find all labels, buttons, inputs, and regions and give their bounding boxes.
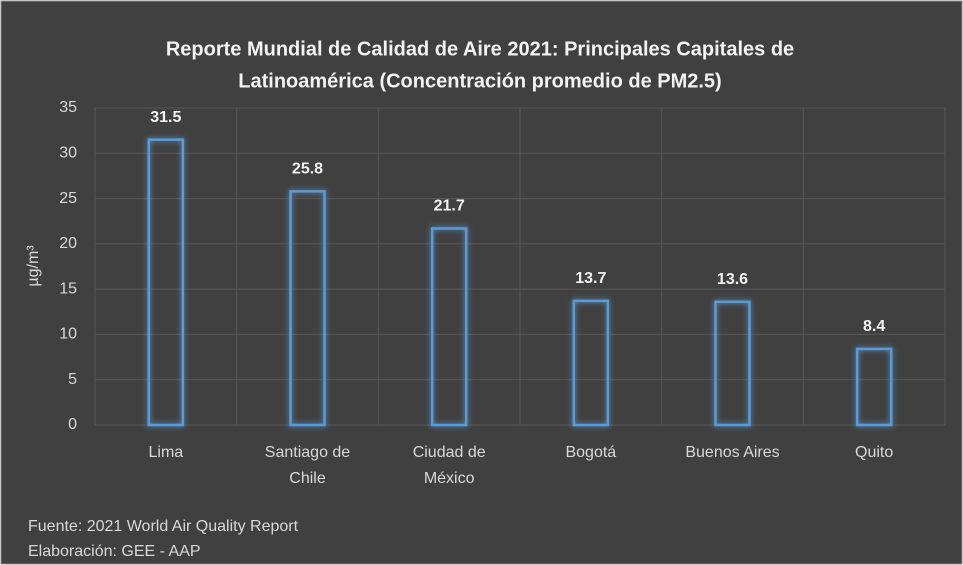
y-tick-label: 35 bbox=[59, 99, 77, 116]
bar bbox=[572, 299, 610, 427]
y-tick-label: 25 bbox=[59, 190, 77, 207]
y-tick-label: 10 bbox=[59, 326, 77, 343]
x-tick-label: Buenos Aires bbox=[685, 444, 779, 461]
y-tick-label: 20 bbox=[59, 235, 77, 252]
x-tick-label-line: México bbox=[424, 470, 475, 487]
x-tick-label: Lima bbox=[148, 444, 183, 461]
x-tick-label-line: Chile bbox=[289, 470, 326, 487]
x-tick-label-line: Bogotá bbox=[565, 444, 616, 461]
bar bbox=[430, 227, 468, 427]
x-tick-label: Santiago de Chile bbox=[265, 444, 351, 487]
chart-title: Reporte Mundial de Calidad de Aire 2021:… bbox=[166, 38, 794, 60]
chart-title: Latinoamérica (Concentración promedio de… bbox=[238, 70, 721, 92]
y-tick-label: 15 bbox=[59, 280, 77, 297]
bar bbox=[147, 138, 185, 427]
data-label: 25.8 bbox=[292, 161, 323, 178]
x-tick-label: Quito bbox=[855, 444, 893, 461]
y-axis-label: µg/m³ bbox=[25, 245, 42, 287]
x-tick-label: Bogotá bbox=[565, 444, 616, 461]
y-tick-label: 30 bbox=[59, 145, 77, 162]
y-tick-label: 5 bbox=[68, 371, 77, 388]
x-tick-label-line: Quito bbox=[855, 444, 893, 461]
y-tick-label: 0 bbox=[68, 416, 77, 433]
x-tick-label-line: Santiago de bbox=[265, 444, 351, 461]
data-label: 21.7 bbox=[434, 198, 465, 215]
note: Elaboración: GEE - AAP bbox=[28, 543, 201, 560]
x-tick-label-line: Lima bbox=[148, 444, 183, 461]
data-label: 13.6 bbox=[717, 271, 748, 288]
data-label: 8.4 bbox=[863, 318, 885, 335]
x-tick-label-line: Ciudad de bbox=[413, 444, 486, 461]
x-tick-label: Ciudad de México bbox=[413, 444, 486, 487]
note: Fuente: 2021 World Air Quality Report bbox=[28, 518, 299, 535]
bar bbox=[855, 347, 893, 427]
x-tick-label-line: Buenos Aires bbox=[685, 444, 779, 461]
bar bbox=[714, 300, 751, 427]
bar bbox=[289, 190, 326, 427]
data-label: 31.5 bbox=[150, 109, 181, 126]
data-label: 13.7 bbox=[575, 270, 606, 287]
